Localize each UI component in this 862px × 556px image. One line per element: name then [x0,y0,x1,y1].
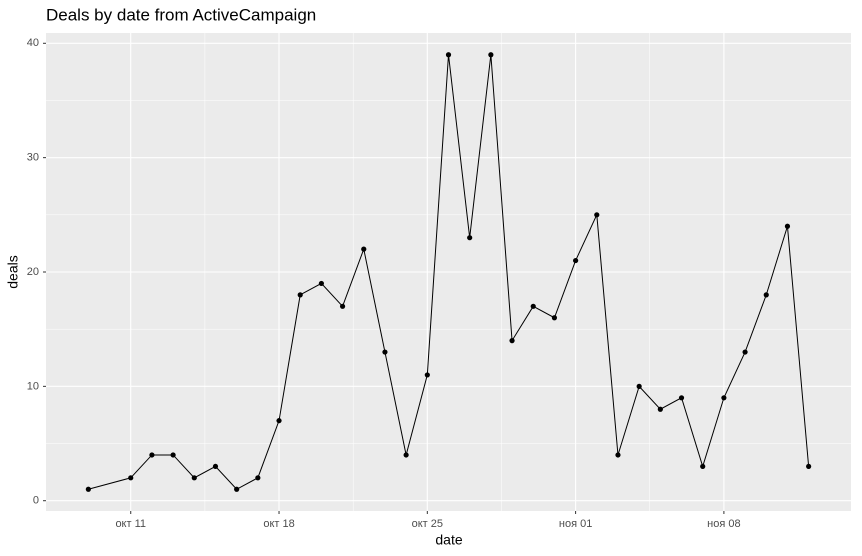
data-point [128,475,134,481]
data-point [657,406,663,412]
data-point [403,452,409,458]
x-tick-label: ноя 01 [559,518,592,530]
data-point [255,475,261,481]
data-point [276,418,282,424]
y-tick-label: 30 [27,152,39,164]
x-axis-label: date [435,532,462,548]
data-point [509,338,515,344]
data-point [191,475,197,481]
data-point [212,463,219,470]
data-point [445,52,452,58]
y-tick-label: 40 [27,37,39,49]
y-tick-label: 10 [27,380,39,392]
series-line [88,54,810,490]
y-axis-label: deals [5,255,21,288]
data-point [149,452,155,458]
data-point [594,212,600,218]
data-point [382,349,388,355]
data-point [636,383,642,389]
data-point [742,349,748,355]
data-point [721,395,727,401]
data-point [551,315,558,321]
data-point [339,303,346,309]
data-point [318,280,324,287]
data-point [678,395,685,401]
data-point [488,52,494,58]
data-point [615,452,621,458]
chart-title: Deals by date from ActiveCampaign [46,5,316,24]
data-point [700,463,706,470]
x-tick-label: окт 25 [412,518,443,530]
data-point [170,452,176,458]
y-tick-label: 0 [33,495,39,507]
data-point [784,223,791,229]
data-point [424,372,430,378]
data-point [806,463,812,470]
data-point [85,486,91,492]
data-point [297,292,303,298]
data-point [530,303,536,309]
data-point [234,486,240,492]
data-point [361,246,367,252]
x-tick-label: окт 18 [263,518,294,530]
x-tick-label: ноя 08 [707,518,740,530]
data-point [763,292,769,298]
y-tick-label: 20 [27,266,39,278]
x-tick-label: окт 11 [115,518,146,530]
data-point [467,235,473,241]
data-point [573,257,579,264]
